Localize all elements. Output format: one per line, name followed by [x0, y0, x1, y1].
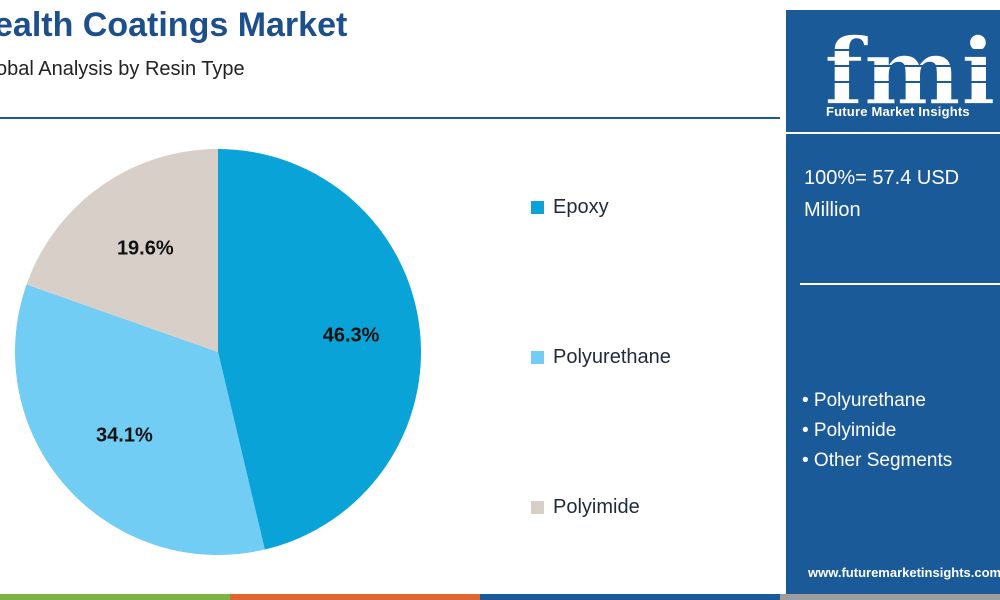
side-panel: fmi Future Market Insights 100%= 57.4 US… [786, 10, 1000, 595]
logo-mark: fmi [824, 20, 996, 120]
header-divider [0, 117, 780, 119]
legend-label-polyimide: Polyimide [553, 496, 640, 518]
chart-subtitle: obal Analysis by Resin Type [0, 58, 245, 80]
legend-label-polyurethane: Polyurethane [553, 346, 671, 368]
footer-bar-green [0, 594, 230, 600]
market-total-line1: 100%= 57.4 USD [804, 167, 960, 189]
pie-slice-epoxy [218, 149, 422, 550]
segment-item: • Polyurethane [802, 390, 926, 411]
legend-item-polyurethane: Polyurethane [531, 346, 671, 369]
footer-bar-gray [780, 594, 1000, 600]
market-total: 100%= 57.4 USD Million [804, 162, 994, 226]
footer-bar-orange [230, 594, 480, 600]
legend-swatch-polyimide [531, 501, 544, 514]
data-label-polyurethane: 34.1% [96, 424, 153, 447]
pie-slice-polyimide [26, 149, 218, 352]
footer-bar-blue [480, 594, 780, 600]
legend-swatch-polyurethane [531, 351, 544, 364]
legend-item-polyimide: Polyimide [531, 496, 640, 519]
panel-divider-top [786, 132, 1000, 134]
legend-label-epoxy: Epoxy [553, 196, 609, 218]
segment-item: • Other Segments [802, 450, 953, 471]
panel-divider-mid [800, 283, 1000, 285]
pie-chart [15, 149, 422, 555]
pie-slice-polyurethane [15, 284, 265, 555]
data-label-polyimide: 19.6% [116, 237, 174, 260]
chart-title: ealth Coatings Market [0, 6, 348, 44]
segments-list: • Polyurethane • Polyimide • Other Segme… [802, 386, 952, 476]
data-label-epoxy: 46.3% [322, 324, 380, 347]
website-link[interactable]: www.futuremarketinsights.com [808, 565, 1000, 580]
fmi-logo-icon: fmi [824, 20, 1000, 120]
market-total-line2: Million [804, 199, 861, 221]
logo-text: Future Market Insights [826, 104, 970, 119]
segment-item: • Polyimide [802, 420, 897, 441]
legend-swatch-epoxy [531, 201, 544, 214]
legend-item-epoxy: Epoxy [531, 196, 609, 219]
